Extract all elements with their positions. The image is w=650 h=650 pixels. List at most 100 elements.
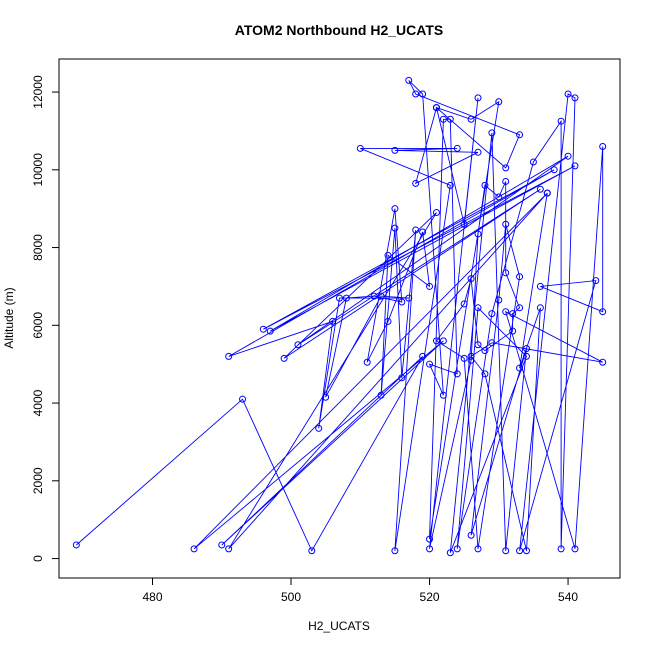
y-axis-label: Altitude (m): [2, 287, 16, 348]
data-point: [446, 181, 454, 189]
data-point: [523, 352, 530, 360]
data-point: [426, 360, 434, 368]
data-point: [294, 341, 302, 349]
data-point: [599, 308, 607, 316]
data-point: [391, 547, 399, 555]
series-line: [76, 80, 604, 553]
data-point: [329, 317, 337, 325]
y-tick-label: 12000: [31, 75, 45, 109]
data-point: [495, 98, 503, 106]
data-point: [474, 148, 482, 156]
data-point: [239, 395, 247, 403]
data-point: [502, 220, 510, 228]
data-point: [550, 166, 558, 174]
data-point: [377, 292, 385, 300]
data-point: [308, 547, 316, 555]
data-point: [474, 341, 482, 349]
data-point: [599, 142, 607, 150]
data-point: [426, 535, 434, 543]
data-point: [523, 345, 530, 353]
data-point: [488, 129, 496, 137]
y-tick-label: 6000: [31, 312, 45, 339]
data-point: [460, 300, 468, 308]
data-point: [509, 310, 517, 318]
data-point: [467, 275, 475, 283]
data-point: [571, 545, 579, 553]
data-point: [439, 115, 447, 123]
data-point: [391, 146, 399, 154]
data-point: [516, 304, 524, 312]
data-point: [363, 358, 371, 366]
data-point: [322, 393, 330, 401]
data-point: [592, 277, 600, 285]
x-axis-label: H2_UCATS: [308, 619, 370, 633]
data-point: [432, 209, 440, 217]
data-point: [543, 189, 551, 197]
data-point: [405, 76, 413, 84]
data-point: [370, 292, 378, 300]
data-point: [488, 310, 496, 318]
data-point: [405, 294, 413, 302]
chart-title: ATOM2 Northbound H2_UCATS: [235, 22, 443, 38]
x-tick-label: 480: [142, 590, 162, 604]
data-point: [432, 337, 440, 345]
data-point: [502, 269, 510, 277]
data-point: [460, 354, 468, 362]
plot-frame: [58, 58, 621, 579]
data-point: [412, 179, 420, 187]
y-tick-label: 0: [31, 555, 45, 562]
data-point: [495, 296, 503, 304]
data-point: [536, 304, 544, 312]
data-point: [446, 115, 454, 123]
data-point: [342, 294, 350, 302]
data-point: [474, 94, 482, 102]
data-point: [419, 352, 427, 360]
x-axis: 480 500 520 540: [142, 578, 578, 604]
data-point: [467, 531, 475, 539]
data-point: [225, 545, 233, 553]
data-point: [516, 364, 524, 372]
data-point: [523, 547, 530, 555]
data-point: [391, 224, 399, 232]
y-tick-label: 10000: [31, 153, 45, 187]
data-point: [356, 144, 364, 152]
data-point: [564, 90, 572, 98]
data-point: [259, 325, 267, 333]
data-point: [474, 545, 482, 553]
data-point: [426, 282, 434, 290]
data-point: [481, 347, 489, 355]
series-layer: [72, 76, 607, 557]
y-tick-label: 8000: [31, 234, 45, 261]
data-point: [474, 230, 482, 238]
data-point: [571, 162, 579, 170]
data-point: [391, 205, 399, 213]
data-point: [564, 152, 572, 160]
data-point: [446, 549, 454, 557]
data-point: [536, 185, 544, 193]
data-point: [481, 181, 489, 189]
data-point: [377, 391, 385, 399]
data-point: [460, 220, 468, 228]
data-point: [516, 547, 524, 555]
data-point: [384, 251, 392, 259]
data-point: [280, 354, 288, 362]
data-point: [453, 144, 461, 152]
data-point: [536, 282, 544, 290]
data-point: [432, 104, 440, 112]
y-tick-label: 2000: [31, 467, 45, 494]
data-point: [453, 370, 461, 378]
y-tick-label: 4000: [31, 389, 45, 416]
data-point: [419, 228, 427, 236]
x-tick-label: 500: [281, 590, 301, 604]
data-point: [225, 352, 233, 360]
data-point: [529, 158, 537, 166]
data-point: [412, 226, 420, 234]
data-point: [218, 541, 226, 549]
x-tick-label: 540: [558, 590, 578, 604]
y-axis: 0 2000 4000 6000 8000 10000 12000: [31, 75, 59, 562]
data-point: [190, 545, 198, 553]
data-point: [398, 374, 406, 382]
data-point: [266, 327, 274, 335]
